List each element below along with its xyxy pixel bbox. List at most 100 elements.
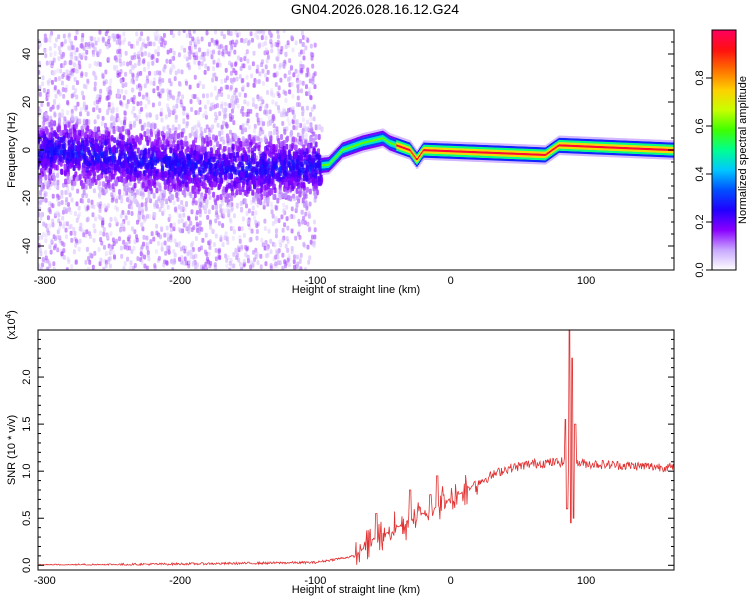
spectrogram-band-mark [219,193,223,200]
spectrogram-band-mark [115,147,119,154]
spectrogram-noise-mark [80,73,84,79]
spectrogram-noise-mark [120,253,124,259]
spectrogram-noise-mark [188,84,192,90]
spectrogram-noise-mark [305,91,309,97]
spectrogram-band-mark [77,145,81,152]
spectrogram-noise-mark [183,248,187,254]
spectrogram-noise-mark [99,237,103,243]
spectrogram-band-mark [112,116,116,123]
spectrogram-noise-mark [290,228,294,234]
spectrogram-band-mark [203,137,207,144]
spectrogram-noise-mark [168,59,172,65]
spectrogram-band-mark [218,130,222,137]
spectrogram-noise-mark [126,256,130,262]
spectrogram-noise-mark [135,31,139,37]
spectrogram-noise-mark [137,51,141,57]
spectrogram-noise-mark [299,63,303,69]
spectrogram-band-mark [165,138,169,145]
spectrogram-noise-mark [259,264,263,270]
spectrogram-noise-mark [220,78,224,84]
spectrogram-noise-mark [219,208,223,214]
spectrogram-noise-mark [127,210,131,216]
spectrogram-noise-mark [243,92,247,98]
spectrogram-band-mark [260,193,264,200]
spectrogram-band-mark [132,151,136,158]
spectrogram-band-mark [291,142,295,149]
spectrogram-noise-mark [291,118,295,124]
spectrogram-noise-mark [51,193,55,199]
spectrogram-noise-mark [306,126,310,132]
spectrogram-noise-mark [251,249,255,255]
spectrogram-noise-mark [144,206,148,212]
spectrogram-band-mark [279,134,283,141]
spectrogram-noise-mark [214,30,218,34]
spectrogram-noise-mark [216,62,220,68]
spectrogram-noise-mark [191,240,195,246]
spectrogram-noise-mark [279,77,283,83]
spectrogram-noise-mark [174,70,178,76]
spectrogram-band-mark [105,150,109,157]
spectrogram-noise-mark [141,94,145,100]
spectrogram-band-mark [192,197,196,204]
spectrogram-noise-mark [44,191,48,197]
spectrogram-band-mark [177,124,181,131]
spectrogram-band-mark [91,145,95,152]
spectrogram-band-mark [209,162,213,169]
spectrogram-noise-mark [301,209,305,215]
spectrogram-noise-mark [206,99,210,105]
spectrogram-band-mark [212,175,216,182]
spectrogram-noise-mark [166,106,170,112]
spectrogram-noise-mark [141,214,145,220]
spectrogram-noise-mark [133,263,137,269]
spectrogram-noise-mark [117,117,121,123]
spectrogram-band-mark [49,156,53,163]
spectrogram-band-mark [144,147,148,154]
spectrogram-noise-mark [44,53,48,59]
spectrogram-noise-mark [124,82,128,88]
spectrogram-noise-mark [169,223,173,229]
spectrogram-noise-mark [266,54,270,60]
spectrogram-noise-mark [113,66,117,72]
spectrogram-noise-mark [118,38,122,44]
spectrogram-noise-mark [307,227,311,233]
spectrogram-noise-mark [177,52,181,58]
spectrogram-band-mark [175,192,179,199]
spectrogram-noise-mark [43,33,47,39]
spectrogram-band-mark [93,126,97,133]
spectrogram-noise-mark [291,109,295,115]
spectrogram-noise-mark [313,84,317,90]
spectrogram-band-mark [257,198,261,205]
spectrogram-noise-mark [251,61,255,67]
spectrogram-noise-mark [288,107,292,113]
spectrogram-noise-mark [276,56,280,62]
spectrogram-noise-mark [257,78,261,84]
spectrogram-noise-mark [266,90,270,96]
spectrogram-noise-mark [57,34,61,40]
spectrogram-noise-mark [102,266,106,270]
spectrogram-noise-mark [198,47,202,53]
spectrogram-noise-mark [146,197,150,203]
spectrogram-noise-mark [216,91,220,97]
spectrogram-noise-mark [290,35,294,41]
spectrogram-band-mark [171,194,175,201]
spectrogram-band-mark [42,152,46,159]
spectrogram-noise-mark [261,80,265,86]
spectrogram-noise-mark [93,228,97,234]
spectrogram-noise-mark [49,249,53,255]
spectrogram-noise-mark [218,62,222,68]
spectrogram-band-mark [85,127,89,134]
spectrogram-noise-mark [269,265,273,270]
spectrogram-band-mark [70,114,74,121]
spectrogram-noise-mark [141,194,145,200]
spectrogram-noise-mark [106,233,110,239]
spectrogram-band-mark [227,146,231,153]
spectrogram-noise-mark [155,223,159,229]
spectrogram-noise-mark [125,245,129,251]
spectrogram-noise-mark [288,69,292,75]
spectrogram-noise-mark [204,110,208,116]
spectrogram-noise-mark [247,208,251,214]
spectrogram-noise-mark [221,242,225,248]
spectrogram-noise-mark [274,233,278,239]
spectrogram-noise-mark [94,216,98,222]
